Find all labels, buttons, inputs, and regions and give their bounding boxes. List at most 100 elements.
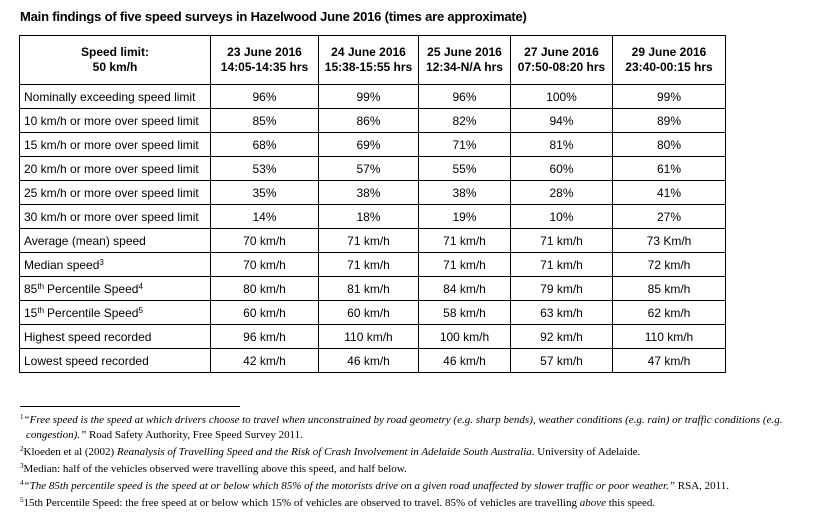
- value-cell: 71 km/h: [418, 252, 511, 277]
- column-time: 23:40-00:15 hrs: [625, 60, 713, 74]
- row-label: Highest speed recorded: [19, 324, 211, 349]
- value-cell: 71%: [418, 132, 511, 157]
- row-label: Average (mean) speed: [19, 228, 211, 253]
- value-cell: 62 km/h: [612, 300, 726, 325]
- label-note: 3: [99, 257, 104, 267]
- value-cell: 47 km/h: [612, 348, 726, 373]
- value-cell: 73 Km/h: [612, 228, 726, 253]
- value-cell: 71 km/h: [510, 228, 613, 253]
- label-text: Nominally exceeding speed limit: [24, 89, 196, 104]
- value-cell: 41%: [612, 180, 726, 205]
- value-cell: 14%: [210, 204, 319, 229]
- column-date: 23 June 2016: [227, 45, 302, 59]
- footnote: 4“The 85th percentile speed is the speed…: [20, 479, 790, 494]
- value-cell: 42 km/h: [210, 348, 319, 373]
- footnote-text: this speed.: [605, 497, 656, 509]
- column-time: 07:50-08:20 hrs: [517, 60, 606, 74]
- value-cell: 38%: [418, 180, 511, 205]
- footnote-rule: [20, 406, 240, 407]
- header-row: Speed limit: 50 km/h 23 June 2016 14:05-14:…: [19, 35, 726, 85]
- table-row: 25 km/h or more over speed limit 35% 38% 38…: [19, 180, 726, 205]
- value-cell: 79 km/h: [510, 276, 613, 301]
- table-row: Lowest speed recorded 42 km/h 46 km/h 46 km…: [19, 348, 726, 373]
- title: Main findings of five speed surveys in H…: [20, 9, 527, 24]
- label-ordinal: th: [37, 305, 45, 315]
- value-cell: 96%: [210, 84, 319, 109]
- footnote-mark: 1: [20, 413, 24, 421]
- label-text: 20 km/h or more over speed limit: [24, 161, 199, 176]
- column-time: 15:38-15:55 hrs: [324, 60, 413, 74]
- value-cell: 110 km/h: [318, 324, 419, 349]
- value-cell: 72 km/h: [612, 252, 726, 277]
- table-row: 85th Percentile Speed4 80 km/h 81 km/h 84 km…: [19, 276, 726, 301]
- table-row: Median speed3 70 km/h 71 km/h 71 km/h 71 km/…: [19, 252, 726, 277]
- header-cell: Speed limit: 50 km/h: [19, 35, 211, 85]
- value-cell: 82%: [418, 108, 511, 133]
- row-label: 10 km/h or more over speed limit: [19, 108, 211, 133]
- footnote-text: Road Safety Authority, Free Speed Survey…: [86, 429, 303, 441]
- value-cell: 92 km/h: [510, 324, 613, 349]
- value-cell: 38%: [318, 180, 419, 205]
- table-row: 15th Percentile Speed5 60 km/h 60 km/h 58 km…: [19, 300, 726, 325]
- row-label: Median speed3: [19, 252, 211, 277]
- value-cell: 46 km/h: [418, 348, 511, 373]
- label-text: 25 km/h or more over speed limit: [24, 185, 199, 200]
- value-cell: 69%: [318, 132, 419, 157]
- column-date: 27 June 2016: [524, 45, 599, 59]
- header-cell: 27 June 2016 07:50-08:20 hrs: [510, 35, 613, 85]
- value-cell: 81 km/h: [318, 276, 419, 301]
- column-date: 25 June 2016: [427, 45, 502, 59]
- value-cell: 35%: [210, 180, 319, 205]
- value-cell: 80%: [612, 132, 726, 157]
- value-cell: 58 km/h: [418, 300, 511, 325]
- value-cell: 55%: [418, 156, 511, 181]
- table-row: Highest speed recorded 96 km/h 110 km/h 100…: [19, 324, 726, 349]
- row-label: 20 km/h or more over speed limit: [19, 156, 211, 181]
- row-label: 15 km/h or more over speed limit: [19, 132, 211, 157]
- row-label: Nominally exceeding speed limit: [19, 84, 211, 109]
- row-label: 15th Percentile Speed5: [19, 300, 211, 325]
- value-cell: 100%: [510, 84, 613, 109]
- value-cell: 84 km/h: [418, 276, 511, 301]
- header-line: 50 km/h: [92, 60, 138, 74]
- label-ordinal: th: [37, 281, 45, 291]
- value-cell: 99%: [318, 84, 419, 109]
- row-label: 25 km/h or more over speed limit: [19, 180, 211, 205]
- footnote-text: “Free speed is the speed at which driver…: [23, 414, 783, 441]
- value-cell: 10%: [510, 204, 613, 229]
- label-text: Lowest speed recorded: [24, 353, 149, 368]
- footnote: 1“Free speed is the speed at which drive…: [20, 413, 790, 443]
- column-time: 12:34-N/A hrs: [426, 60, 503, 74]
- row-label: 30 km/h or more over speed limit: [19, 204, 211, 229]
- value-cell: 86%: [318, 108, 419, 133]
- value-cell: 57 km/h: [510, 348, 613, 373]
- table-row: 15 km/h or more over speed limit 68% 69% 71…: [19, 132, 726, 157]
- value-cell: 71 km/h: [318, 252, 419, 277]
- header-cell: 23 June 2016 14:05-14:35 hrs: [210, 35, 319, 85]
- value-cell: 89%: [612, 108, 726, 133]
- footnote: 2Kloeden et al (2002) Reanalysis of Trav…: [20, 445, 790, 460]
- value-cell: 81%: [510, 132, 613, 157]
- findings-table: Speed limit: 50 km/h 23 June 2016 14:05-14:…: [19, 35, 726, 373]
- label-prefix: 85: [24, 281, 38, 296]
- value-cell: 19%: [418, 204, 511, 229]
- value-cell: 60%: [510, 156, 613, 181]
- footnote-mark: 4: [20, 479, 24, 487]
- value-cell: 110 km/h: [612, 324, 726, 349]
- value-cell: 63 km/h: [510, 300, 613, 325]
- row-label: Lowest speed recorded: [19, 348, 211, 373]
- label-prefix: 15: [24, 305, 38, 320]
- table-row: 20 km/h or more over speed limit 53% 57% 55…: [19, 156, 726, 181]
- value-cell: 85%: [210, 108, 319, 133]
- value-cell: 99%: [612, 84, 726, 109]
- footnote-text: . University of Adelaide.: [531, 446, 641, 458]
- footnote-text: “The 85th percentile speed is the speed …: [23, 480, 675, 492]
- value-cell: 28%: [510, 180, 613, 205]
- value-cell: 71 km/h: [510, 252, 613, 277]
- value-cell: 100 km/h: [418, 324, 511, 349]
- footnote: 3Median: half of the vehicles observed w…: [20, 462, 790, 477]
- footnote-mark: 5: [20, 496, 24, 504]
- header-line: Speed limit:: [80, 45, 149, 59]
- footnote-text: above: [579, 497, 606, 509]
